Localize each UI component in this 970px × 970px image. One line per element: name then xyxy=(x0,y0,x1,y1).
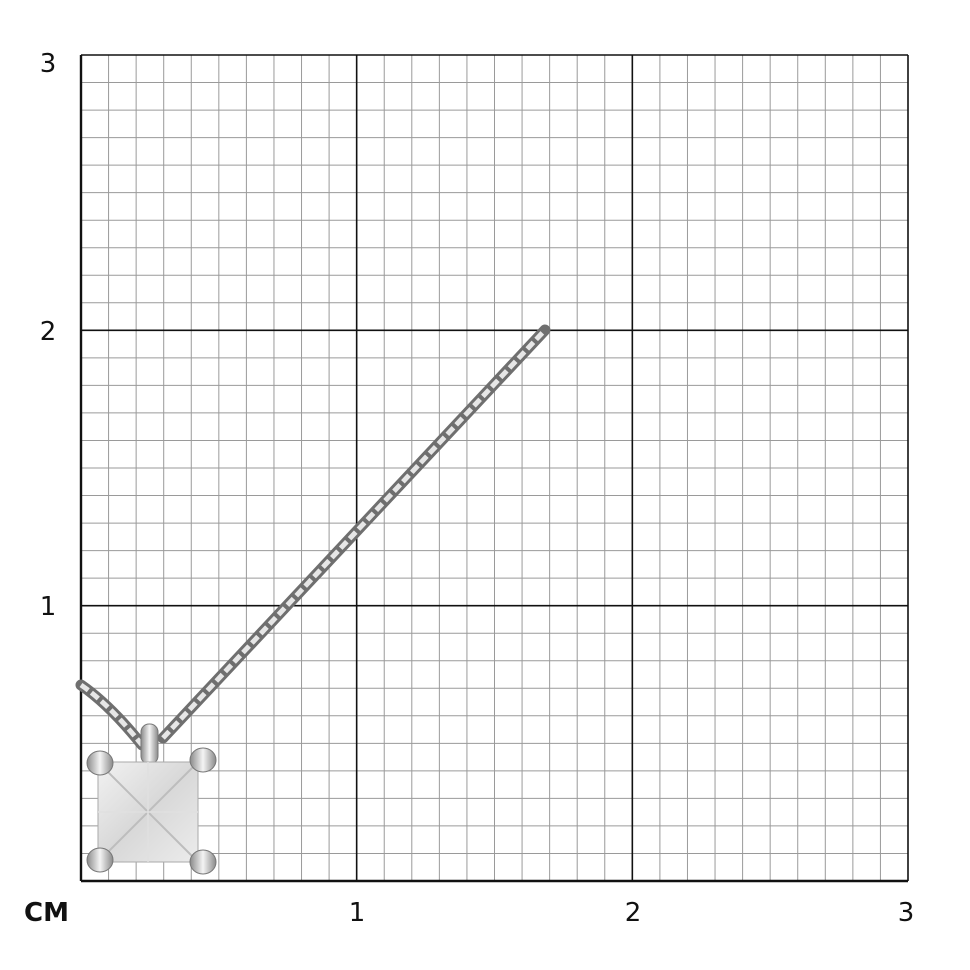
x-tick-label: 2 xyxy=(625,898,642,928)
prong xyxy=(189,849,217,875)
bail xyxy=(140,723,159,765)
y-tick-label: 2 xyxy=(40,317,57,347)
chain xyxy=(75,324,551,751)
unit-label: CM xyxy=(24,898,69,928)
minor-grid xyxy=(81,55,908,881)
y-tick-label: 3 xyxy=(40,49,57,79)
prong xyxy=(86,750,114,776)
x-tick-label: 1 xyxy=(349,898,366,928)
major-grid xyxy=(79,54,909,883)
y-tick-label: 1 xyxy=(40,592,57,622)
prong xyxy=(86,847,114,873)
x-tick-label: 3 xyxy=(898,898,915,928)
pendant xyxy=(86,723,217,875)
prong xyxy=(189,747,217,773)
